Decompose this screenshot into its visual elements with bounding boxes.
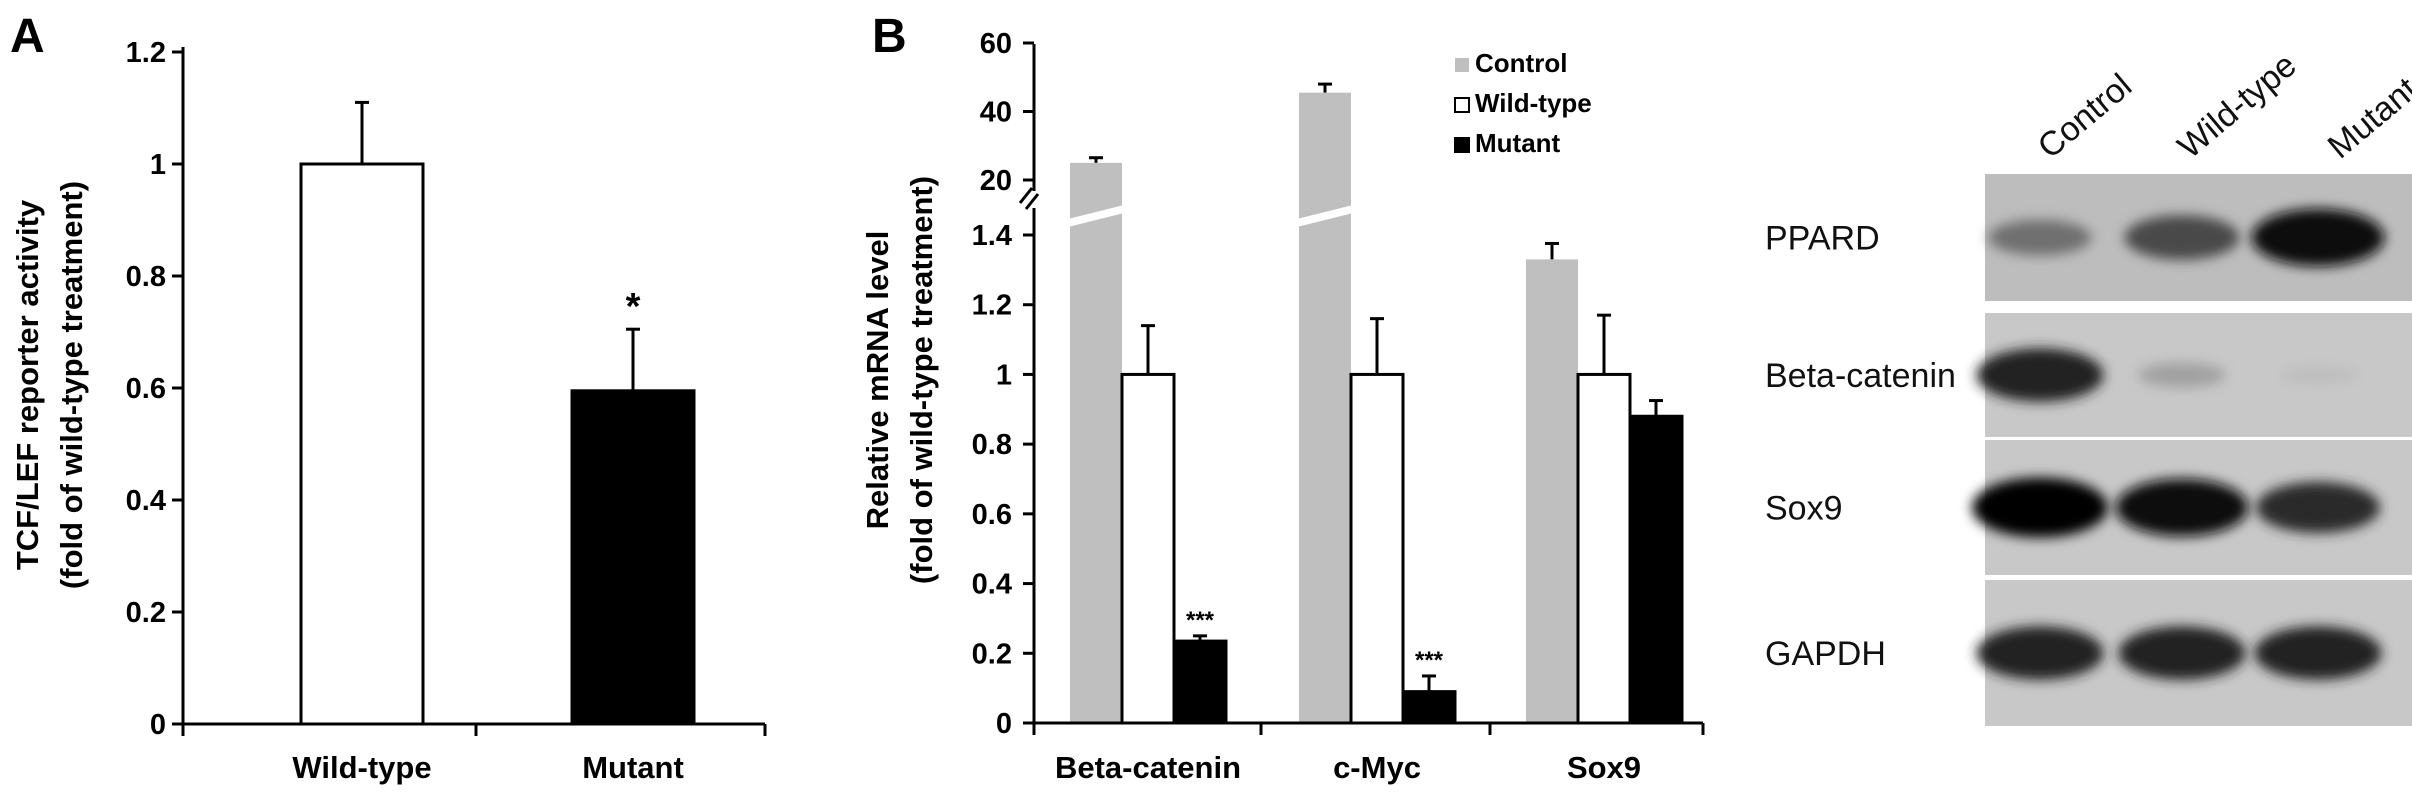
chart-a-bar	[299, 162, 425, 726]
blot-band	[1976, 626, 2104, 680]
chart-b-bar	[1172, 639, 1228, 725]
blot-row-label: Beta-catenin	[1765, 357, 1956, 395]
chart-b-y-tick-label: 0	[996, 708, 1012, 740]
chart-b-legend-label: Wild-type	[1475, 88, 1592, 118]
chart-b-bar	[1299, 92, 1351, 724]
chart-b-legend-swatch	[1454, 137, 1470, 153]
chart-b-y-tick-label: 0.6	[972, 499, 1012, 531]
chart-a-y-label-2: (fold of wild-type treatment)	[54, 181, 89, 589]
blot-band	[2115, 478, 2249, 537]
chart-b-y-tick-label: 1.4	[972, 220, 1012, 252]
chart-b-bar	[1349, 372, 1405, 725]
chart-b-legend: Control Wild-type Mutant	[1454, 48, 1592, 158]
chart-a-category-label: Wild-type	[292, 750, 431, 785]
chart-b-bar	[1070, 162, 1122, 723]
chart-b-y-tick-label: 60	[980, 28, 1012, 60]
blot-rows: PPARD Beta-catenin Sox9 GAPDH	[1765, 174, 2412, 726]
panel-label-b: B	[872, 10, 907, 63]
chart-a-y-label-1: TCF/LEF reporter activity	[10, 199, 45, 570]
chart-a-y-tick-label: 0.2	[126, 597, 166, 629]
chart-b-y-tick-label: 40	[980, 97, 1012, 129]
chart-a-bars: *	[299, 100, 696, 726]
chart-b-y-tick-label: 0.2	[972, 638, 1012, 670]
blot-row-label: PPARD	[1765, 220, 1880, 258]
chart-b-y-label-1: Relative mRNA level	[860, 231, 895, 530]
chart-a-significance-marker: *	[626, 286, 641, 328]
chart-b-y-tick-label: 1.2	[972, 290, 1012, 322]
chart-b-category-label: Sox9	[1567, 750, 1641, 785]
blot-band	[1976, 348, 2104, 402]
chart-b-y-tick-label: 0.4	[972, 569, 1012, 601]
chart-b-y-tick-label: 20	[980, 165, 1012, 197]
chart-b: 0 0.2 0.4 0.6 0.8 1 1.2 1.4 20 40 60 *** *** Beta-c…	[860, 28, 1705, 785]
chart-b-significance-marker: ***	[1415, 647, 1444, 674]
chart-a: 0 0.2 0.4 0.6 0.8 1 1.2 * Wild-type Mutant TCF/…	[10, 37, 767, 785]
chart-a-y-tick-label: 0.4	[126, 485, 166, 517]
chart-b-y-label-2: (fold of wild-type treatment)	[904, 176, 939, 584]
blot-lane-label: Mutant	[2321, 70, 2412, 166]
chart-b-bar	[1526, 259, 1578, 723]
chart-b-bar	[1628, 414, 1684, 725]
chart-b-category-label: Beta-catenin	[1055, 750, 1241, 785]
chart-a-category-label: Mutant	[582, 750, 684, 785]
blot-band	[1988, 219, 2092, 256]
chart-a-y-tick-label: 0.6	[126, 373, 166, 405]
blot-lane-label: Control	[2031, 67, 2139, 167]
blot-band	[1972, 477, 2108, 538]
panel-label-a: A	[10, 10, 45, 63]
chart-a-y-tick-labels: 0 0.2 0.4 0.6 0.8 1 1.2	[126, 37, 183, 741]
chart-b-legend-label: Control	[1475, 48, 1567, 78]
chart-b-y-tick-label: 1	[996, 359, 1012, 391]
chart-b-category-labels: Beta-catenin c-Myc Sox9	[1032, 723, 1705, 785]
blot-row-label: GAPDH	[1765, 635, 1886, 673]
blot-band	[2254, 626, 2382, 680]
chart-b-legend-swatch	[1455, 58, 1469, 72]
chart-b-bar	[1120, 372, 1176, 725]
chart-b-bars: *** ***	[1068, 82, 1684, 725]
blot-band	[2138, 362, 2226, 388]
chart-b-significance-marker: ***	[1186, 607, 1215, 634]
blot-lane-label: Wild-type	[2171, 46, 2304, 166]
chart-a-y-tick-label: 1.2	[126, 37, 166, 69]
blot-band	[2278, 365, 2358, 385]
chart-b-legend-swatch	[1454, 97, 1470, 113]
chart-a-category-labels: Wild-type Mutant	[181, 724, 767, 785]
blot-band	[2251, 208, 2385, 267]
blot-band	[2118, 626, 2246, 680]
chart-b-y-tick-labels: 0 0.2 0.4 0.6 0.8 1 1.2 1.4 20 40 60	[972, 28, 1034, 740]
blot-lane-labels: Control Wild-type Mutant	[2031, 46, 2412, 166]
chart-b-bar-break	[1068, 205, 1124, 227]
blot-band	[2124, 215, 2240, 260]
chart-a-y-tick-label: 0	[150, 709, 166, 741]
western-blot: Control Wild-type Mutant PPARD Beta-catenin…	[1765, 46, 2412, 726]
chart-b-y-tick-label: 0.8	[972, 429, 1012, 461]
chart-a-y-tick-label: 1	[150, 149, 166, 181]
chart-a-y-tick-label: 0.8	[126, 261, 166, 293]
blot-row-label: Sox9	[1765, 490, 1843, 528]
chart-b-bar	[1401, 690, 1457, 725]
blot-band	[2256, 481, 2380, 534]
chart-b-axis-break	[1018, 187, 1050, 210]
chart-b-legend-label: Mutant	[1475, 128, 1561, 158]
chart-b-bar	[1576, 372, 1632, 725]
chart-b-bar-break	[1297, 205, 1353, 227]
chart-b-category-label: c-Myc	[1333, 750, 1421, 785]
chart-a-bar	[570, 389, 696, 726]
